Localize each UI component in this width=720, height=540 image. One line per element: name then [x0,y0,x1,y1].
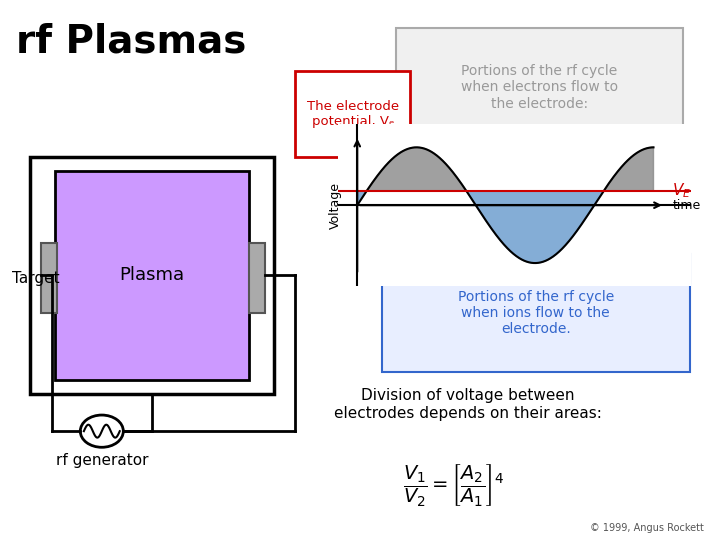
Text: Voltage: Voltage [329,181,342,229]
Text: Division of voltage between
electrodes depends on their areas:: Division of voltage between electrodes d… [333,388,601,421]
FancyBboxPatch shape [30,157,274,394]
Text: rf Plasmas: rf Plasmas [16,23,246,61]
Text: $\dfrac{V_1}{V_2} = \left[\dfrac{A_2}{A_1}\right]^4$: $\dfrac{V_1}{V_2} = \left[\dfrac{A_2}{A_… [402,462,504,508]
Text: Plasma: Plasma [120,266,184,285]
Text: time: time [672,199,701,212]
Text: $V_E$: $V_E$ [672,181,691,200]
Bar [41,243,57,313]
Text: Portions of the rf cycle
when ions flow to the
electrode.: Portions of the rf cycle when ions flow … [458,290,614,336]
Text: © 1999, Angus Rockett: © 1999, Angus Rockett [590,523,704,533]
Bar [249,243,265,313]
Text: Portions of the rf cycle
when electrons flow to
the electrode:: Portions of the rf cycle when electrons … [461,64,618,111]
FancyBboxPatch shape [295,71,410,157]
FancyBboxPatch shape [55,171,249,380]
Text: rf generator: rf generator [55,453,148,468]
FancyBboxPatch shape [382,254,690,372]
FancyBboxPatch shape [396,28,683,157]
Text: The electrode
potential, Vₑ: The electrode potential, Vₑ [307,100,399,128]
Text: Target: Target [12,271,60,286]
